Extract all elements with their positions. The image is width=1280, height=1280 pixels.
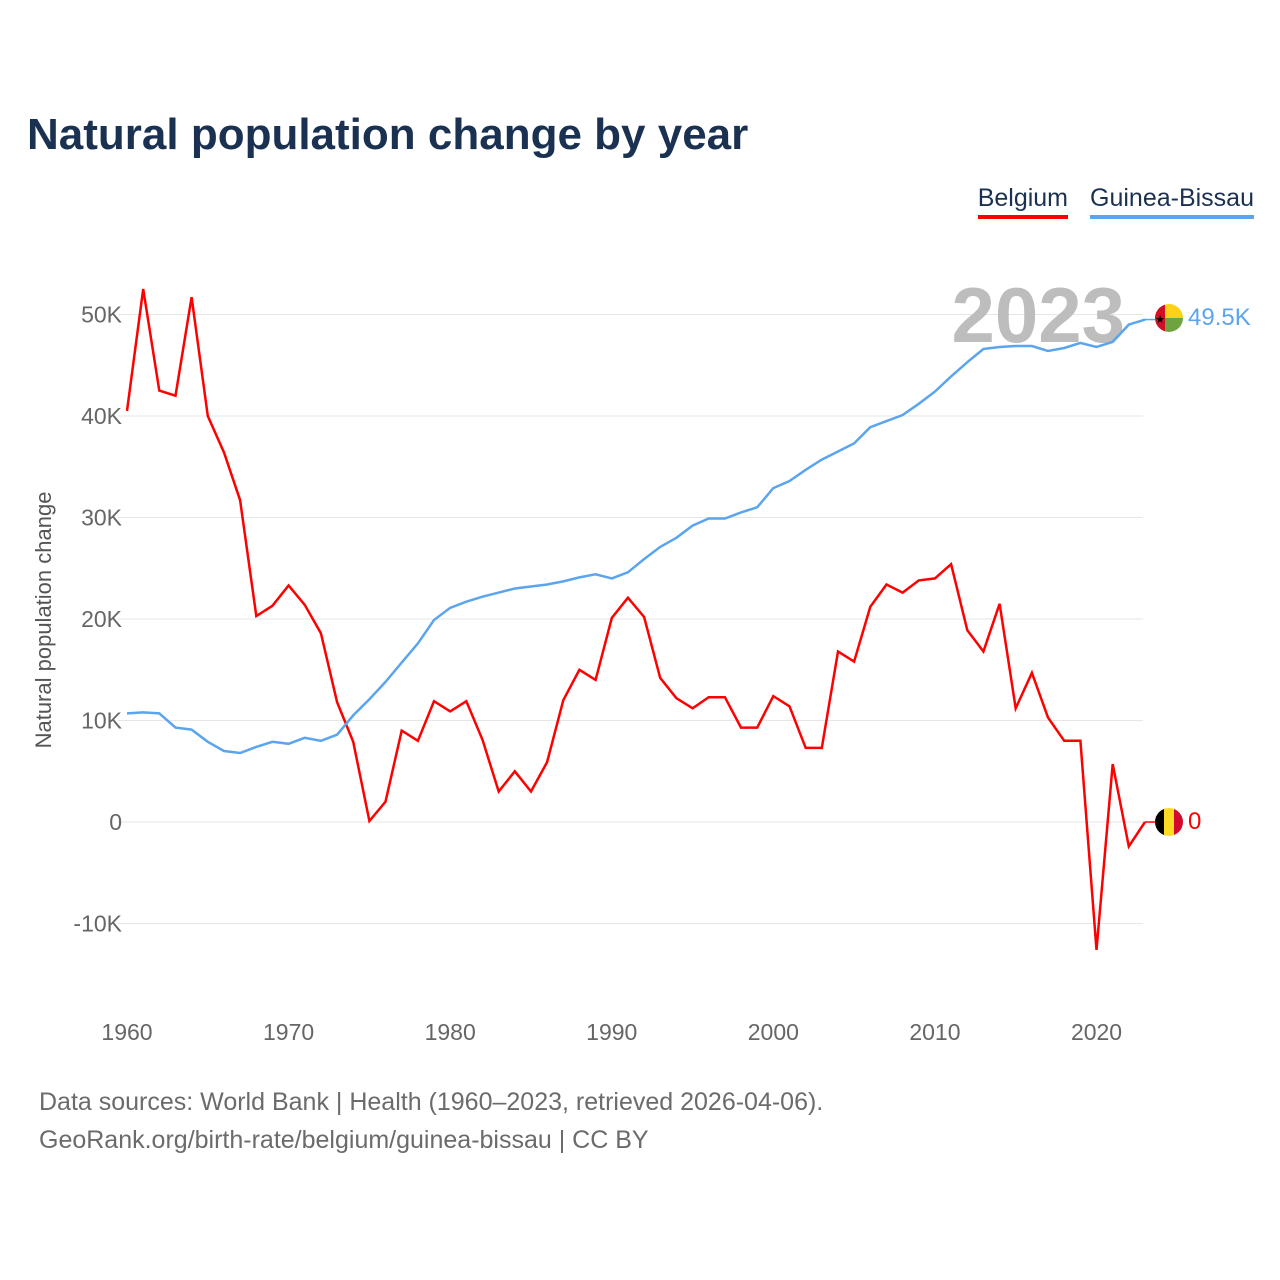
svg-text:★: ★ xyxy=(1155,314,1165,326)
footer-attribution[interactable]: GeoRank.org/birth-rate/belgium/guinea-bi… xyxy=(39,1126,649,1154)
y-tick-label: 30K xyxy=(81,505,123,531)
chart-title: Natural population change by year xyxy=(27,110,749,159)
y-tick-label: 40K xyxy=(81,403,123,429)
x-tick-label: 1970 xyxy=(263,1019,314,1045)
y-tick-label: -10K xyxy=(73,911,122,937)
legend: Belgium Guinea-Bissau xyxy=(977,184,1254,219)
y-tick-label: 10K xyxy=(81,708,123,734)
x-tick-label: 2010 xyxy=(909,1019,960,1045)
y-tick-label: 20K xyxy=(81,606,123,632)
series-line-belgium[interactable] xyxy=(125,288,1147,951)
x-tick-label: 2000 xyxy=(748,1019,799,1045)
end-label-guinea-bissau: 49.5K xyxy=(1188,304,1251,331)
y-tick-label: 0 xyxy=(109,809,122,835)
x-tick-label: 1990 xyxy=(586,1019,637,1045)
x-tick-label: 1960 xyxy=(101,1019,152,1045)
x-tick-label: 1980 xyxy=(425,1019,476,1045)
legend-item-belgium[interactable]: Belgium xyxy=(977,184,1069,219)
end-label-belgium: 0 xyxy=(1188,808,1201,835)
y-axis-title: Natural population change xyxy=(31,492,56,749)
footer-sources: Data sources: World Bank | Health (1960–… xyxy=(39,1088,824,1116)
x-tick-label: 2020 xyxy=(1071,1019,1122,1045)
y-tick-label: 50K xyxy=(81,302,123,328)
legend-item-guinea-bissau[interactable]: Guinea-Bissau xyxy=(1090,184,1254,219)
series-line-guinea-bissau[interactable] xyxy=(126,318,1146,755)
flag-belgium-icon xyxy=(1155,808,1183,836)
flag-guinea-bissau-icon: ★ xyxy=(1155,304,1183,332)
year-watermark: 2023 xyxy=(951,271,1125,359)
